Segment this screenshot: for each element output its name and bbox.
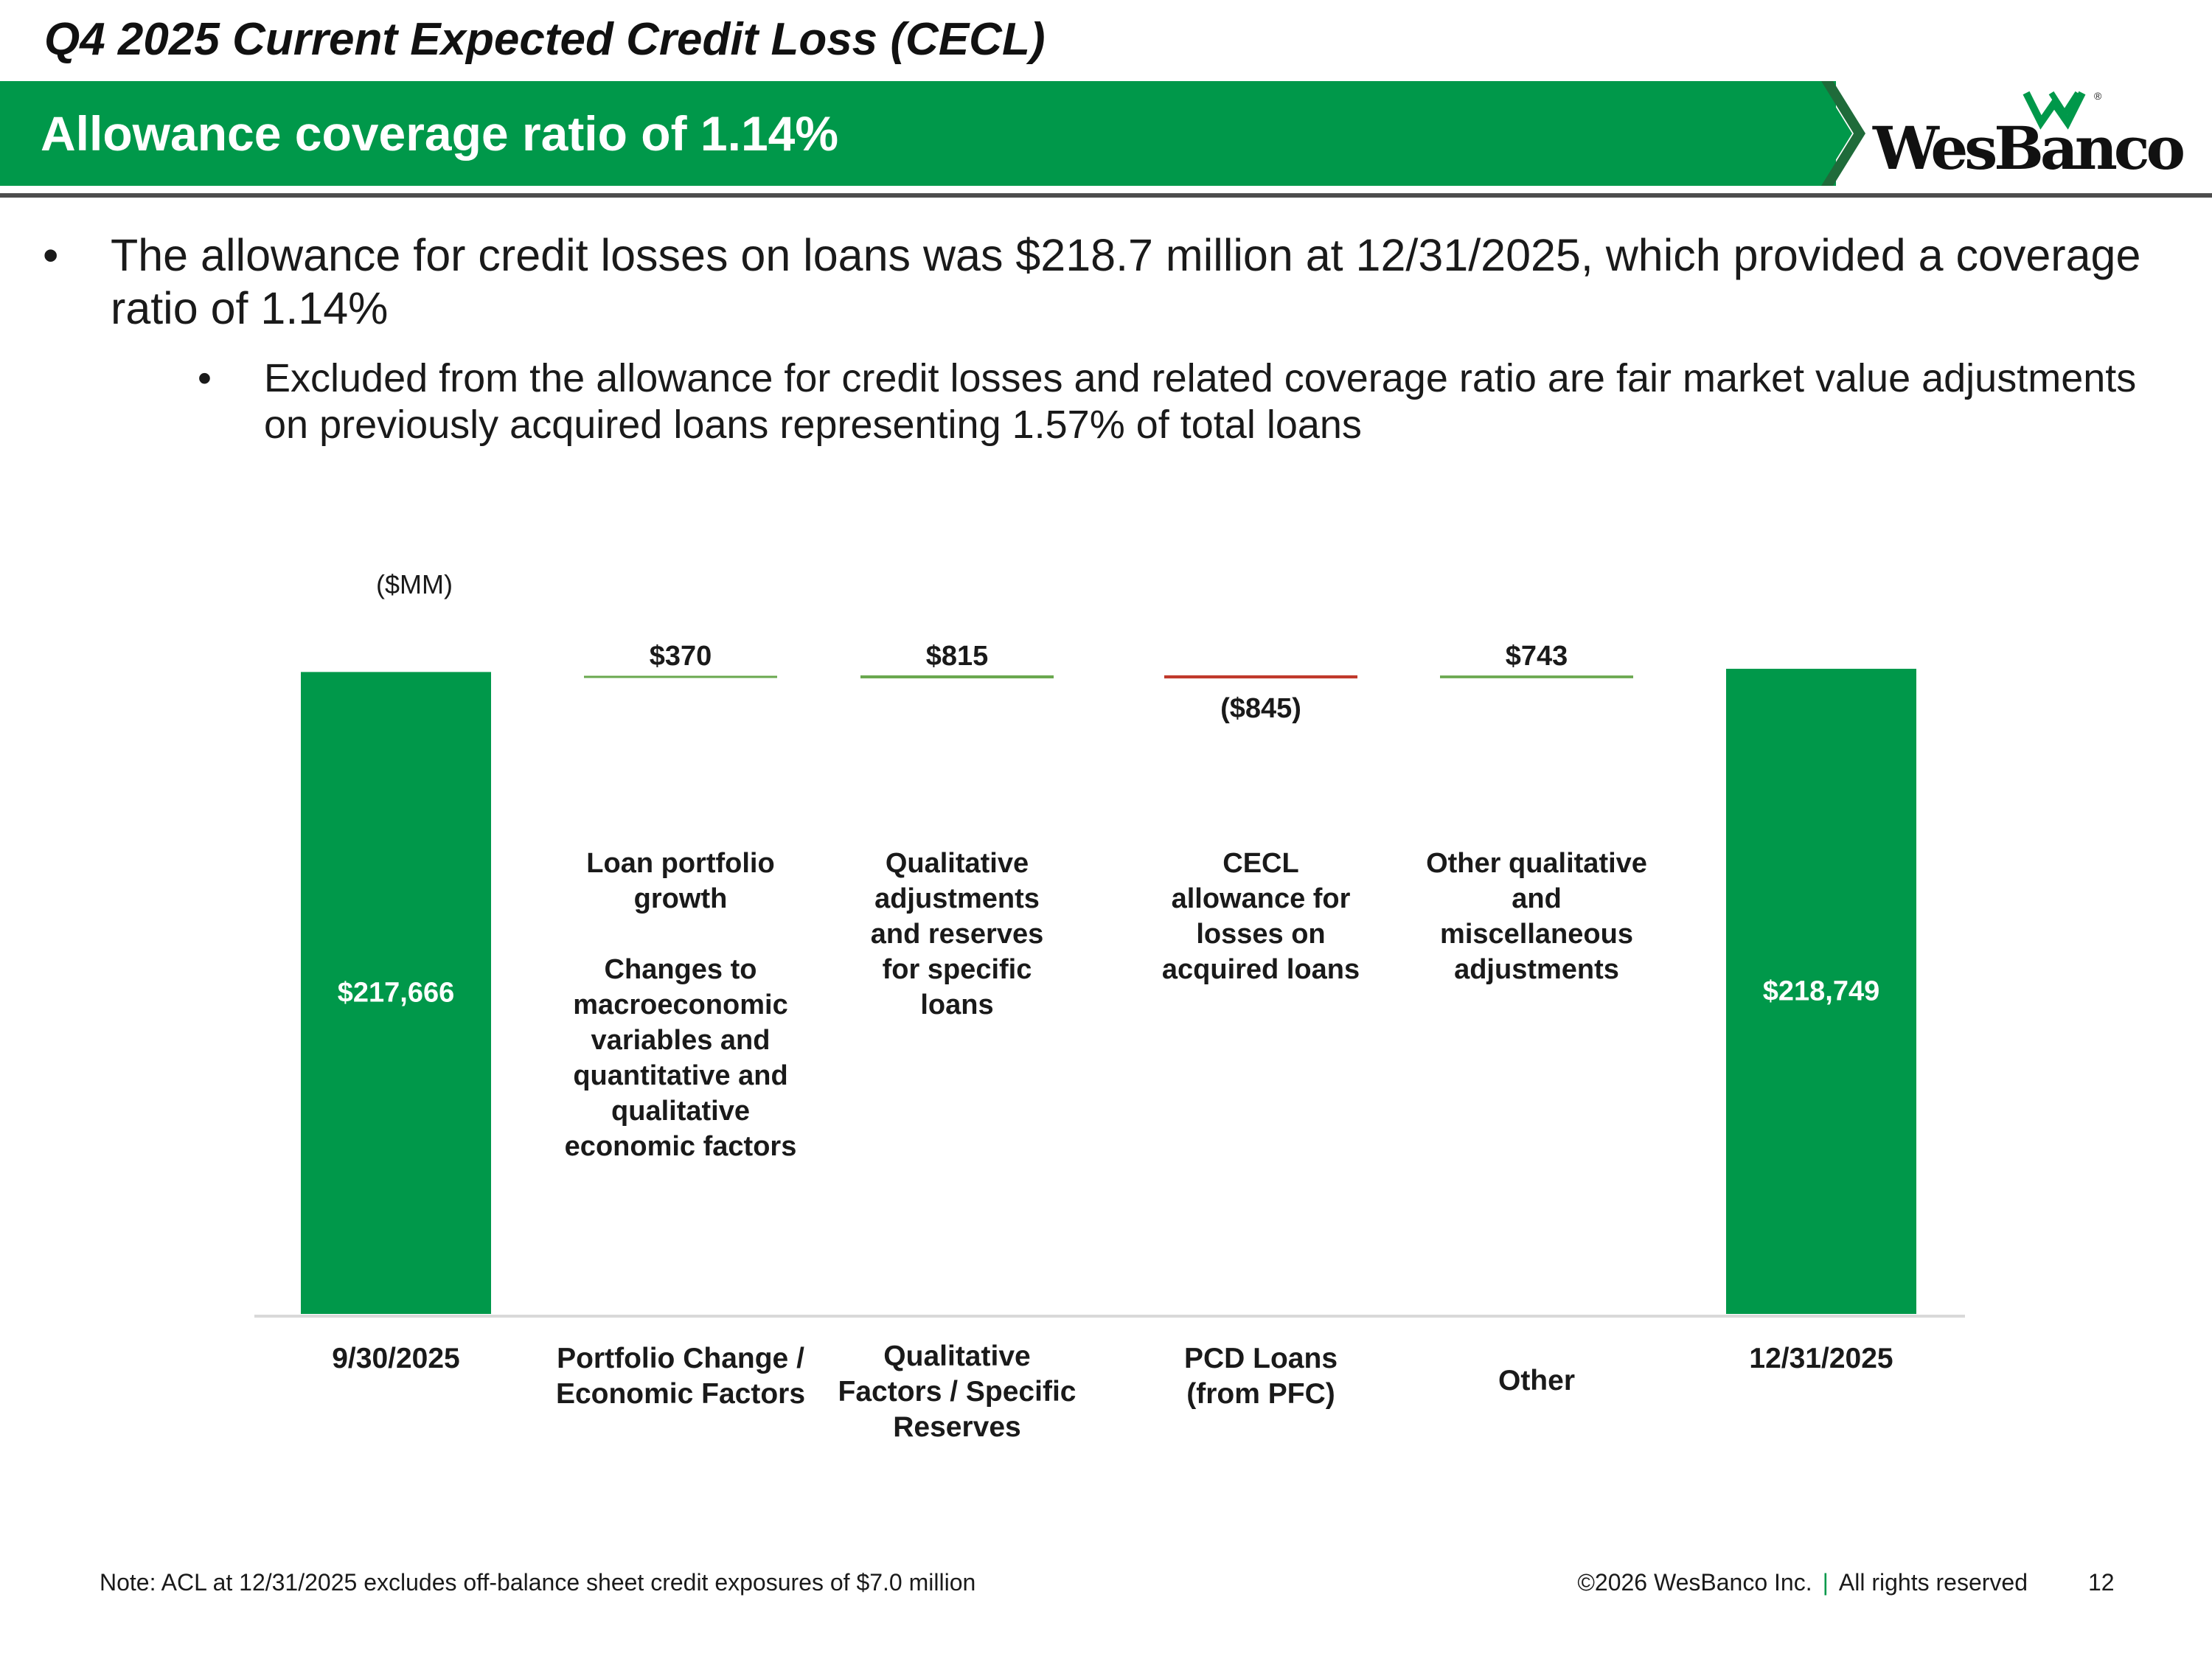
category-label-2-1: Factors / Specific	[838, 1376, 1077, 1408]
delta-bar-4	[1440, 675, 1633, 678]
banner-headline: Allowance coverage ratio of 1.14%	[41, 106, 839, 161]
description-3-3: acquired loans	[1162, 954, 1360, 985]
category-label-3-1: (from PFC)	[1186, 1378, 1335, 1410]
description-2-0: Qualitative	[886, 848, 1029, 879]
wesbanco-logo: ® WesBanco	[1873, 87, 2185, 183]
footer-note: Note: ACL at 12/31/2025 excludes off-bal…	[100, 1569, 976, 1596]
total-bar-5	[1726, 669, 1916, 1314]
delta-bar-label-1: $370	[650, 641, 712, 672]
chart-unit-label: ($MM)	[376, 569, 453, 599]
category-label-3-0: PCD Loans	[1184, 1343, 1338, 1374]
category-label-2-0: Qualitative	[883, 1340, 1030, 1372]
logo-w-mark-icon	[2023, 91, 2086, 130]
description-4-1: and	[1512, 883, 1562, 914]
bullet-sub: Excluded from the allowance for credit l…	[264, 356, 2137, 447]
logo-wordmark: WesBanco	[1873, 114, 2185, 183]
logo-registered-mark: ®	[2094, 90, 2102, 102]
description-3-0: CECL	[1222, 848, 1298, 879]
footer-copyright: ©2026 WesBanco Inc. | All rights reserved	[1577, 1569, 2028, 1596]
description-2-4: loans	[920, 990, 993, 1020]
total-bar-label-5: $218,749	[1763, 976, 1880, 1007]
description-1-4: macroeconomic	[573, 990, 787, 1020]
bullet-dot: •	[43, 230, 59, 280]
description-4-3: adjustments	[1454, 954, 1619, 985]
footer-separator: |	[1822, 1569, 1829, 1596]
copyright-text: ©2026 WesBanco Inc.	[1577, 1569, 1812, 1596]
description-1-6: quantitative and	[573, 1060, 787, 1091]
delta-bar-3	[1164, 675, 1357, 679]
delta-bar-1	[584, 675, 777, 678]
description-3-1: allowance for	[1172, 883, 1351, 914]
title-banner: Allowance coverage ratio of 1.14%	[0, 81, 1836, 186]
delta-bar-2	[860, 675, 1054, 679]
total-bar-0	[301, 672, 491, 1314]
delta-bar-label-2: $815	[926, 641, 989, 672]
description-1-0: Loan portfolio	[586, 848, 774, 879]
bullet-main: The allowance for credit losses on loans…	[111, 230, 2141, 333]
description-4-0: Other qualitative	[1426, 848, 1647, 879]
description-2-1: adjustments	[874, 883, 1040, 914]
description-1-5: variables and	[591, 1025, 771, 1056]
banner-chevron-icon	[1799, 81, 1865, 186]
category-label-1-1: Economic Factors	[556, 1378, 805, 1410]
rights-text: All rights reserved	[1838, 1569, 2028, 1596]
description-1-7: qualitative	[611, 1096, 750, 1127]
category-label-5-0: 12/31/2025	[1749, 1343, 1893, 1374]
category-label-1-0: Portfolio Change /	[557, 1343, 804, 1374]
total-bar-label-0: $217,666	[338, 978, 455, 1009]
page-number: 12	[2088, 1569, 2115, 1596]
description-1-1: growth	[634, 883, 728, 914]
category-label-4-0: Other	[1498, 1365, 1575, 1397]
description-1-8: economic factors	[565, 1131, 797, 1162]
slide-title: Q4 2025 Current Expected Credit Loss (CE…	[44, 14, 1046, 65]
category-label-2-2: Reserves	[893, 1411, 1020, 1443]
header-divider	[0, 193, 2212, 198]
description-1-3: Changes to	[605, 954, 757, 985]
description-2-2: and reserves	[871, 919, 1044, 950]
sub-bullet-dot: •	[198, 356, 212, 400]
description-3-2: losses on	[1196, 919, 1325, 950]
description-4-2: miscellaneous	[1440, 919, 1633, 950]
description-2-3: for specific	[883, 954, 1032, 985]
delta-bar-label-3: ($845)	[1220, 693, 1301, 724]
category-label-0-0: 9/30/2025	[332, 1343, 460, 1374]
delta-bar-label-4: $743	[1506, 641, 1568, 672]
